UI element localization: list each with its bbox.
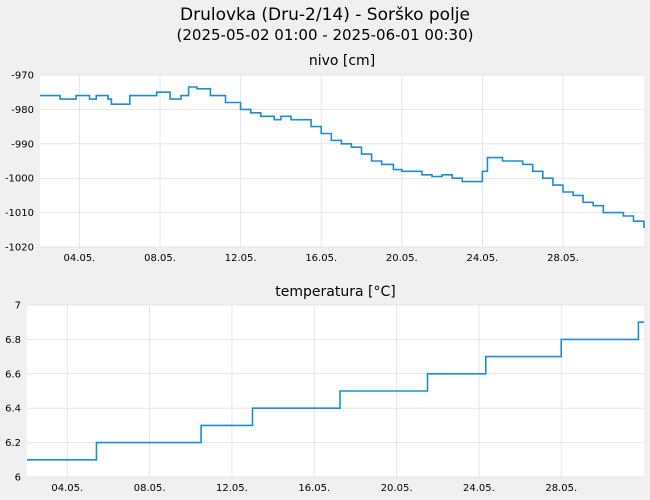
level-x-tick-label: 08.05. [144, 253, 176, 264]
temperature-x-tick-label: 04.05. [51, 483, 83, 494]
temperature-chart: temperatura [°C] 7 6.8 6.6 6.4 6.2 6 04.05. 08.0… [5, 284, 644, 494]
temperature-y-tick-label: 6.2 [5, 438, 21, 449]
level-chart: nivo [cm] -970 -980 -990 -1000 -1010 -1020 04.0… [5, 53, 645, 264]
temperature-x-tick-label: 28.05. [545, 483, 577, 494]
temperature-y-tick-label: 6.4 [5, 404, 21, 415]
temperature-plot-area [27, 305, 644, 477]
temperature-x-tick-label: 20.05. [381, 483, 413, 494]
level-x-tick-label: 12.05. [225, 253, 257, 264]
level-y-tick-label: -990 [11, 139, 34, 150]
level-x-tick-label: 20.05. [386, 253, 418, 264]
temperature-y-tick-label: 6.8 [5, 335, 21, 346]
level-y-tick-label: -1010 [5, 208, 34, 219]
temperature-chart-title: temperatura [°C] [275, 284, 395, 300]
level-chart-title: nivo [cm] [309, 53, 375, 69]
level-series-line [40, 86, 645, 229]
level-y-tick-label: -970 [11, 71, 34, 82]
level-x-tick-label: 28.05. [547, 253, 579, 264]
temperature-series-line [27, 321, 644, 461]
level-x-tick-label: 24.05. [466, 253, 498, 264]
temperature-y-tick-label: 6 [15, 473, 21, 484]
temperature-x-tick-label: 16.05. [298, 483, 330, 494]
level-plot-area [40, 75, 644, 247]
level-x-tick-label: 16.05. [305, 253, 337, 264]
level-x-tick-label: 04.05. [64, 253, 96, 264]
temperature-x-tick-label: 24.05. [463, 483, 495, 494]
temperature-x-tick-label: 12.05. [216, 483, 248, 494]
page-title: Drulovka (Dru-2/14) - Sorško polje [180, 5, 470, 25]
temperature-y-tick-label: 7 [15, 301, 21, 312]
date-range-subtitle: (2025-05-02 01:00 - 2025-06-01 00:30) [176, 26, 474, 44]
temperature-y-tick-label: 6.6 [5, 369, 21, 380]
level-y-tick-label: -980 [11, 105, 34, 116]
level-y-tick-label: -1020 [5, 243, 34, 254]
temperature-x-tick-label: 08.05. [134, 483, 166, 494]
level-y-tick-label: -1000 [5, 174, 34, 185]
